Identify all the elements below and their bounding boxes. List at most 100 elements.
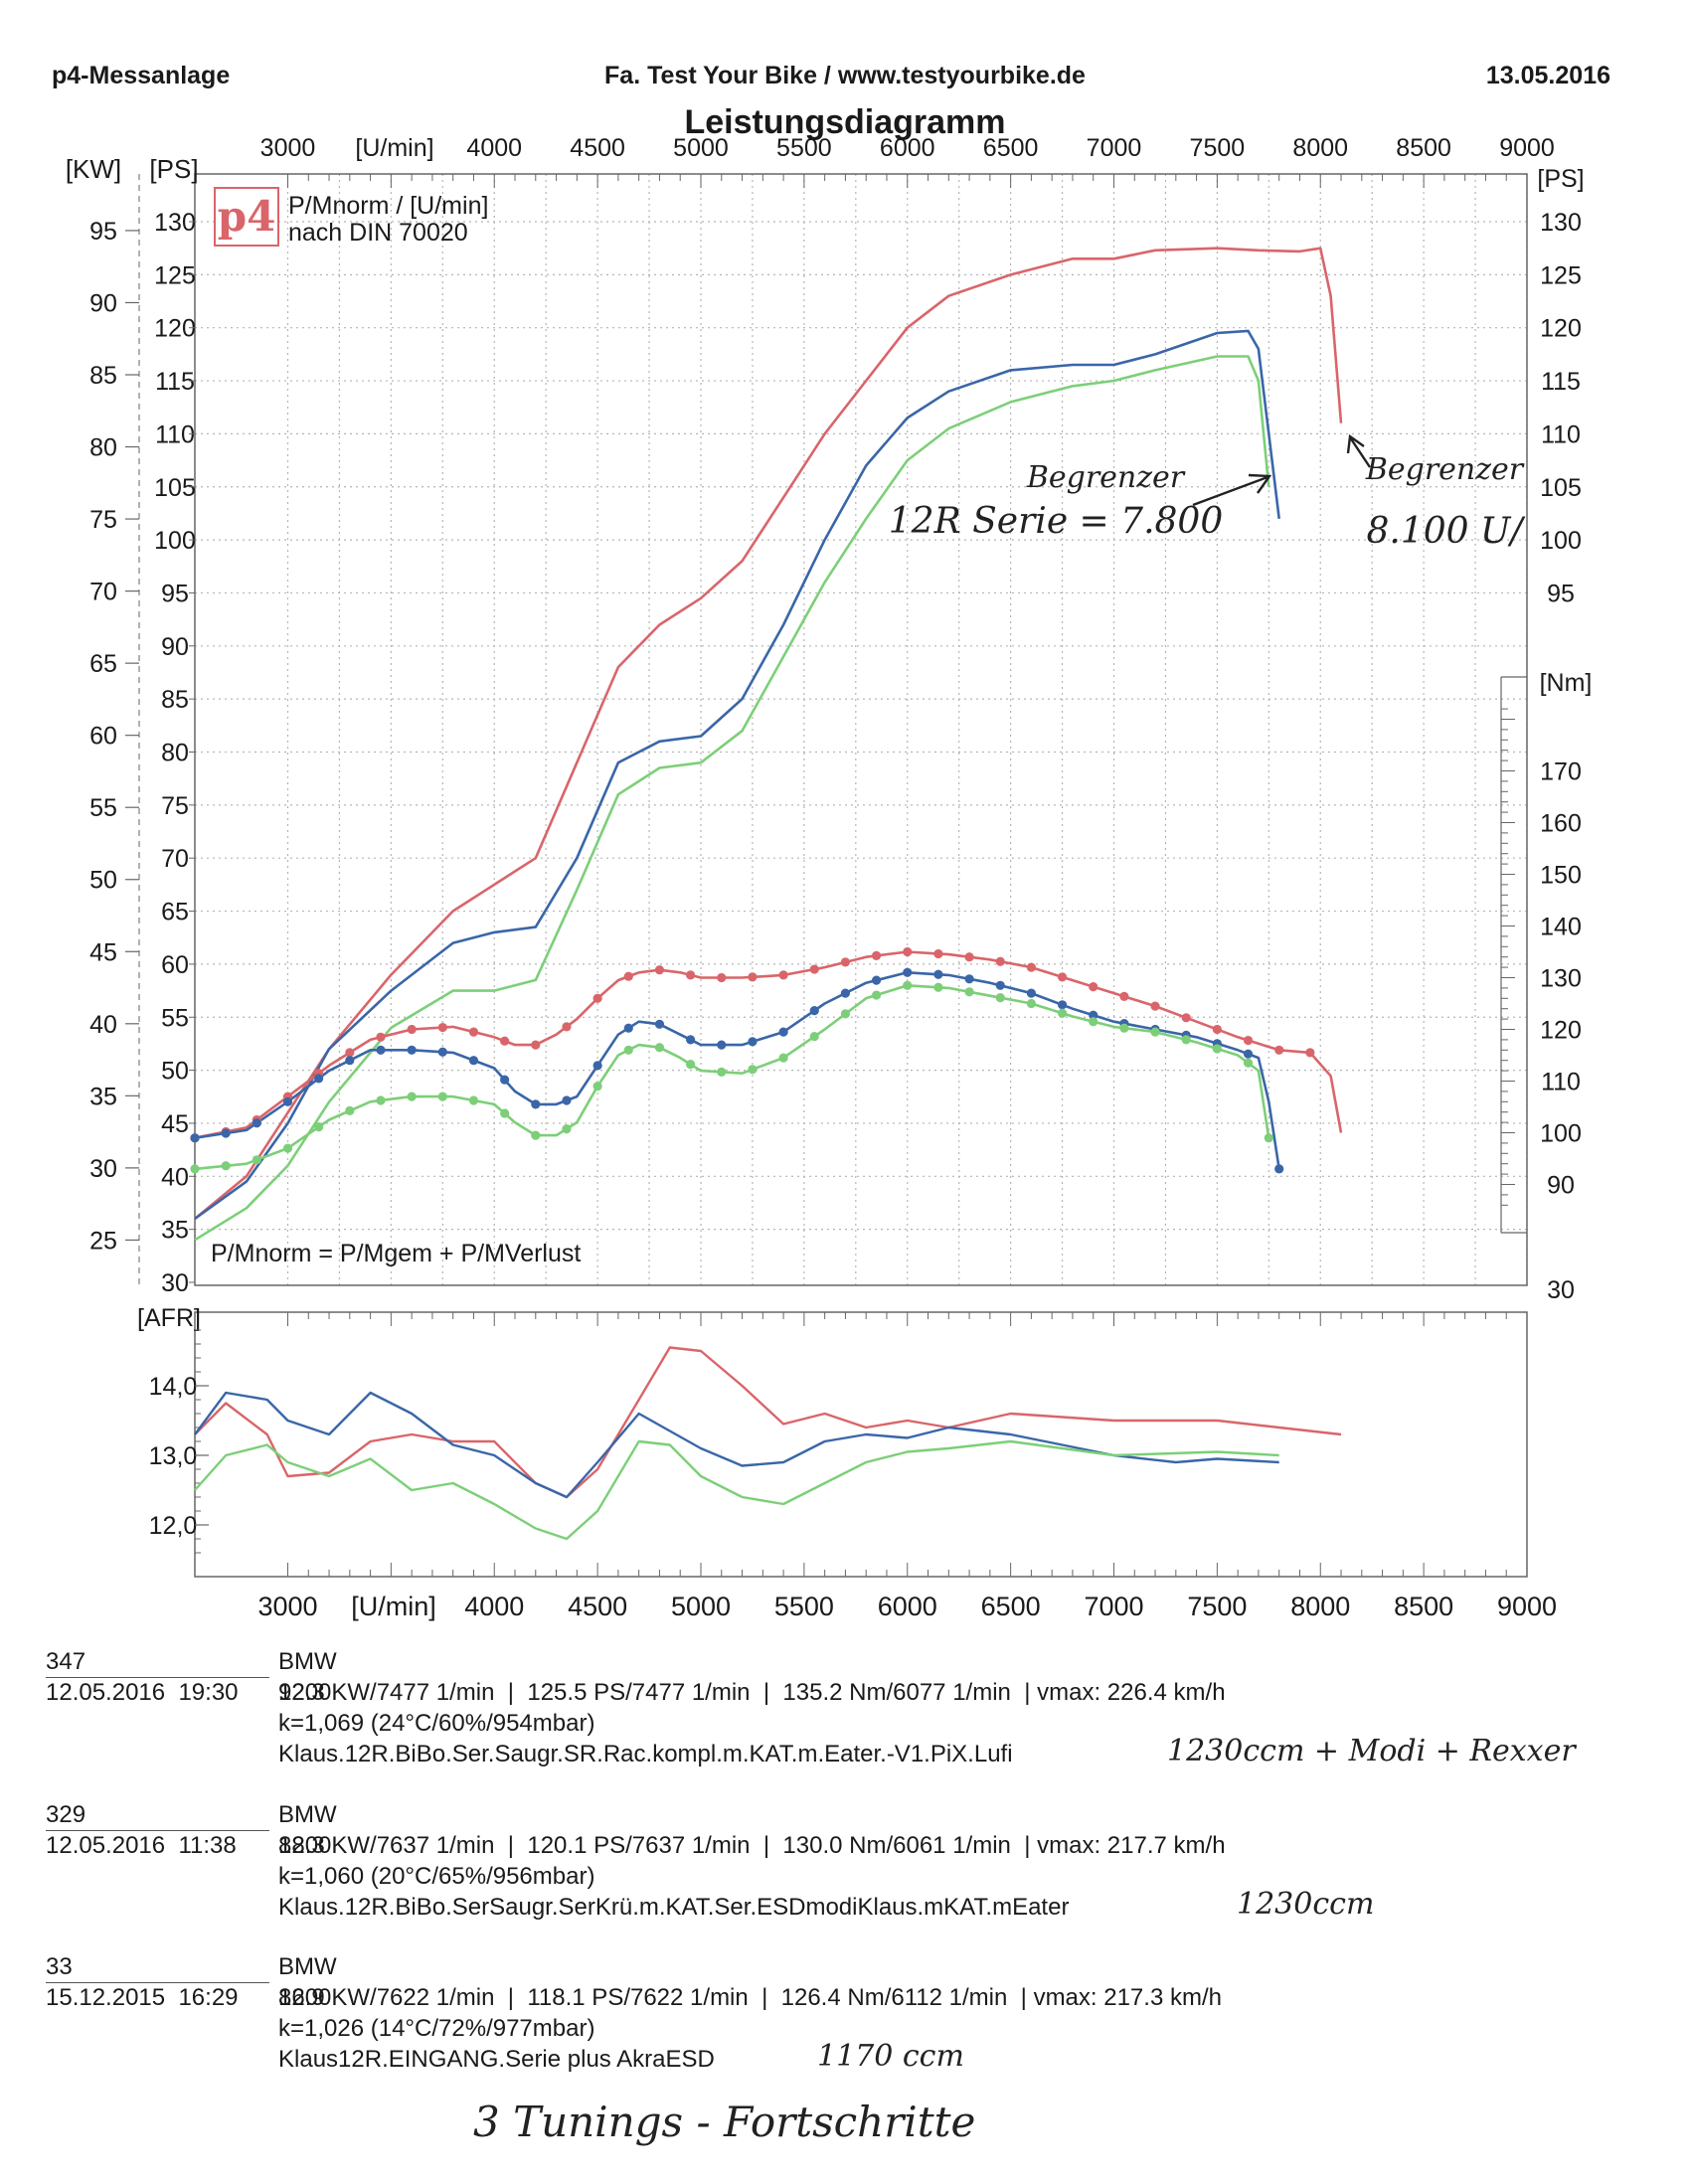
x-tick-label-bottom: 4000 xyxy=(464,1592,524,1621)
plot-frame xyxy=(194,173,1528,1286)
p4-logo-box xyxy=(214,187,279,247)
green-torque-marker xyxy=(345,1105,355,1115)
ps-tick-label-left: 115 xyxy=(155,368,195,396)
green-power-line xyxy=(194,355,1270,1242)
kw-tick-label: 55 xyxy=(89,794,117,822)
red-torque-marker xyxy=(1181,1013,1191,1023)
ps-tick-label-left: 40 xyxy=(161,1163,189,1191)
x-tick-label-bottom: 4500 xyxy=(568,1592,627,1621)
nm-tick-label: 130 xyxy=(1540,965,1582,993)
green-torque-marker xyxy=(778,1053,788,1063)
ps-tick-label-right: 125 xyxy=(1540,261,1582,289)
green-torque-marker xyxy=(407,1092,417,1101)
blue-torque-marker xyxy=(282,1096,293,1106)
kw-tick-label: 30 xyxy=(89,1155,117,1183)
ps-tick-label-right: 30 xyxy=(1547,1276,1575,1304)
formula-label: P/Mnorm = P/Mgem + P/MVerlust xyxy=(211,1240,581,1267)
blue-torque-marker xyxy=(190,1133,200,1143)
ps-tick-label-right: 110 xyxy=(1541,420,1581,448)
blue-torque-marker xyxy=(871,975,882,985)
x-tick-label-bottom: 6500 xyxy=(981,1592,1041,1621)
x-tick-label-top: 7000 xyxy=(1087,134,1142,162)
x-tick-label-top: 8500 xyxy=(1396,134,1451,162)
red-torque-marker xyxy=(1305,1048,1315,1058)
kw-tick-label: 80 xyxy=(89,434,117,462)
ps-tick-label-left: 90 xyxy=(161,633,189,661)
nm-tick-label: 150 xyxy=(1540,862,1582,890)
afr-axis-label: [AFR] xyxy=(137,1304,201,1332)
ps-tick-label-left: 80 xyxy=(161,740,189,767)
ps-tick-label-left: 70 xyxy=(161,845,189,873)
green-torque-marker xyxy=(562,1124,572,1134)
ps-tick-label-right: 105 xyxy=(1540,474,1582,502)
kw-tick-label: 40 xyxy=(89,1011,117,1039)
afr-red-line xyxy=(194,1346,1342,1499)
red-torque-marker xyxy=(407,1024,417,1035)
blue-torque-marker xyxy=(1243,1049,1254,1059)
green-torque-marker xyxy=(1026,998,1036,1009)
blue-torque-marker xyxy=(717,1040,727,1050)
red-torque-marker xyxy=(809,964,819,974)
x-tick-label-top: 5000 xyxy=(673,134,729,162)
red-torque-marker xyxy=(717,972,727,983)
green-torque-marker xyxy=(623,1045,633,1055)
ps-tick-label-left: 95 xyxy=(161,580,189,607)
x-unit-label-bottom: [U/min] xyxy=(351,1592,436,1621)
x-tick-label-bottom: 7000 xyxy=(1084,1592,1143,1621)
kw-tick-label: 35 xyxy=(89,1083,117,1110)
kw-tick-label: 95 xyxy=(89,218,117,246)
p4-logo-text: p4 xyxy=(218,192,276,241)
x-tick-label-bottom: 3000 xyxy=(257,1592,317,1621)
red-torque-marker xyxy=(562,1022,572,1032)
ps-axis-label-right: [PS] xyxy=(1537,165,1584,193)
blue-torque-marker xyxy=(468,1056,479,1066)
ps-tick-label-left: 125 xyxy=(154,261,196,289)
nm-tick-label: 140 xyxy=(1540,914,1582,941)
blue-torque-marker xyxy=(840,988,851,998)
nm-tick-label: 120 xyxy=(1540,1017,1582,1045)
blue-torque-marker xyxy=(1089,1010,1098,1020)
red-torque-marker xyxy=(933,948,943,959)
x-tick-label-top: 6000 xyxy=(880,134,935,162)
red-torque-marker xyxy=(654,965,665,975)
ps-tick-label-left: 105 xyxy=(154,474,196,502)
ps-tick-label-left: 100 xyxy=(154,527,196,555)
ps-tick-label-right: 120 xyxy=(1540,315,1582,343)
x-tick-label-top: 6500 xyxy=(983,134,1039,162)
blue-torque-marker xyxy=(933,969,943,979)
green-torque-marker xyxy=(933,982,943,992)
afr-tick-label: 12,0 xyxy=(149,1512,198,1540)
blue-torque-marker xyxy=(995,980,1005,990)
afr-frame xyxy=(194,1311,1528,1578)
red-torque-marker xyxy=(686,970,696,980)
main-grid xyxy=(195,174,1528,1285)
green-torque-marker xyxy=(1212,1044,1222,1054)
blue-torque-marker xyxy=(903,967,913,977)
green-torque-marker xyxy=(1089,1017,1098,1027)
blue-torque-marker xyxy=(221,1128,231,1138)
red-torque-marker xyxy=(500,1036,510,1046)
red-torque-marker xyxy=(345,1048,355,1058)
green-torque-marker xyxy=(1150,1027,1160,1037)
green-torque-marker xyxy=(748,1065,758,1075)
blue-torque-marker xyxy=(592,1061,602,1071)
ps-tick-label-left: 120 xyxy=(154,315,196,343)
green-torque-marker xyxy=(717,1067,727,1077)
blue-torque-marker xyxy=(437,1047,447,1057)
blue-power-line xyxy=(194,329,1280,1221)
ps-tick-label-left: 45 xyxy=(161,1110,189,1138)
green-torque-marker xyxy=(995,993,1005,1003)
x-tick-label-bottom: 6000 xyxy=(878,1592,937,1621)
red-torque-marker xyxy=(623,971,633,981)
annotation-limiter-2-value: 8.100 U/ xyxy=(1367,511,1527,552)
x-tick-label-bottom: 8000 xyxy=(1290,1592,1350,1621)
kw-tick-label: 65 xyxy=(89,650,117,678)
blue-torque-marker xyxy=(252,1118,261,1128)
kw-tick-label: 25 xyxy=(89,1227,117,1255)
red-torque-marker xyxy=(748,972,758,982)
red-torque-marker xyxy=(376,1032,386,1042)
blue-torque-marker xyxy=(1057,1000,1068,1010)
kw-tick-label: 60 xyxy=(89,723,117,751)
ps-tick-label-right: 95 xyxy=(1547,580,1575,607)
